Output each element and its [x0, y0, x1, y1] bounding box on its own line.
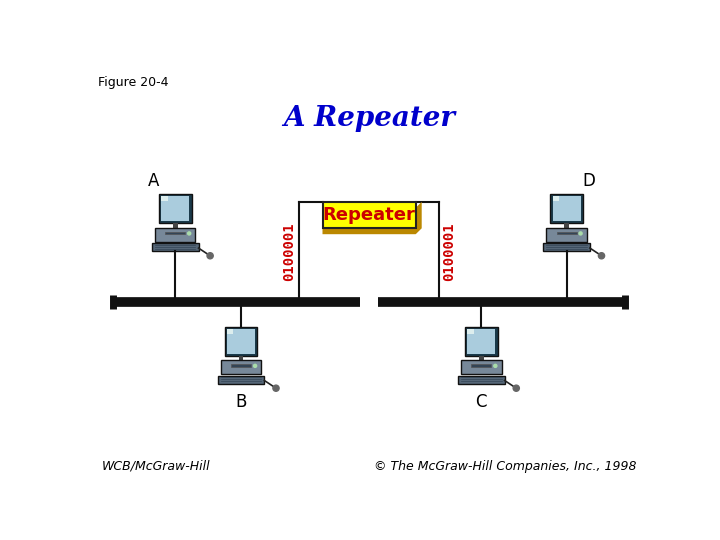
Bar	[173, 299, 178, 305]
Circle shape	[207, 253, 213, 259]
FancyBboxPatch shape	[231, 364, 251, 367]
Circle shape	[273, 385, 279, 392]
FancyBboxPatch shape	[152, 244, 199, 251]
FancyBboxPatch shape	[462, 361, 502, 374]
FancyBboxPatch shape	[155, 228, 195, 242]
Bar	[297, 299, 302, 305]
Bar	[479, 299, 484, 305]
Text: B: B	[235, 393, 247, 411]
FancyBboxPatch shape	[161, 197, 189, 221]
FancyBboxPatch shape	[221, 361, 261, 374]
FancyBboxPatch shape	[323, 202, 415, 228]
Text: 0100001: 0100001	[442, 222, 456, 281]
Circle shape	[598, 253, 605, 259]
Bar	[392, 299, 398, 305]
FancyBboxPatch shape	[239, 356, 243, 361]
FancyBboxPatch shape	[550, 194, 583, 224]
FancyBboxPatch shape	[544, 244, 590, 251]
FancyBboxPatch shape	[173, 224, 178, 228]
Text: © The McGraw-Hill Companies, Inc., 1998: © The McGraw-Hill Companies, Inc., 1998	[374, 460, 636, 473]
Circle shape	[494, 364, 497, 367]
FancyBboxPatch shape	[467, 329, 474, 334]
Circle shape	[579, 232, 582, 235]
FancyBboxPatch shape	[553, 197, 559, 201]
Circle shape	[253, 364, 256, 367]
Text: D: D	[582, 172, 595, 190]
FancyBboxPatch shape	[465, 327, 498, 356]
Text: C: C	[476, 393, 487, 411]
Bar	[605, 299, 611, 305]
Circle shape	[513, 385, 519, 392]
Bar	[436, 299, 441, 305]
FancyBboxPatch shape	[557, 232, 577, 234]
Circle shape	[188, 232, 191, 235]
Bar	[127, 299, 133, 305]
Bar	[340, 299, 346, 305]
FancyBboxPatch shape	[159, 194, 192, 224]
FancyBboxPatch shape	[546, 228, 587, 242]
Polygon shape	[323, 228, 422, 234]
Text: Figure 20-4: Figure 20-4	[98, 76, 168, 89]
FancyBboxPatch shape	[165, 232, 185, 234]
Text: A: A	[148, 172, 159, 190]
FancyBboxPatch shape	[161, 197, 168, 201]
FancyBboxPatch shape	[225, 327, 258, 356]
Text: 0100001: 0100001	[282, 222, 296, 281]
FancyBboxPatch shape	[553, 197, 580, 221]
Text: Repeater: Repeater	[323, 206, 415, 224]
Text: WCB/McGraw-Hill: WCB/McGraw-Hill	[102, 460, 210, 473]
FancyBboxPatch shape	[228, 329, 233, 334]
FancyBboxPatch shape	[458, 376, 505, 383]
Polygon shape	[415, 202, 422, 234]
FancyBboxPatch shape	[218, 376, 264, 383]
Text: A Repeater: A Repeater	[283, 105, 455, 132]
FancyBboxPatch shape	[472, 364, 492, 367]
FancyBboxPatch shape	[564, 224, 569, 228]
FancyBboxPatch shape	[228, 329, 255, 354]
FancyBboxPatch shape	[467, 329, 495, 354]
FancyBboxPatch shape	[479, 356, 484, 361]
